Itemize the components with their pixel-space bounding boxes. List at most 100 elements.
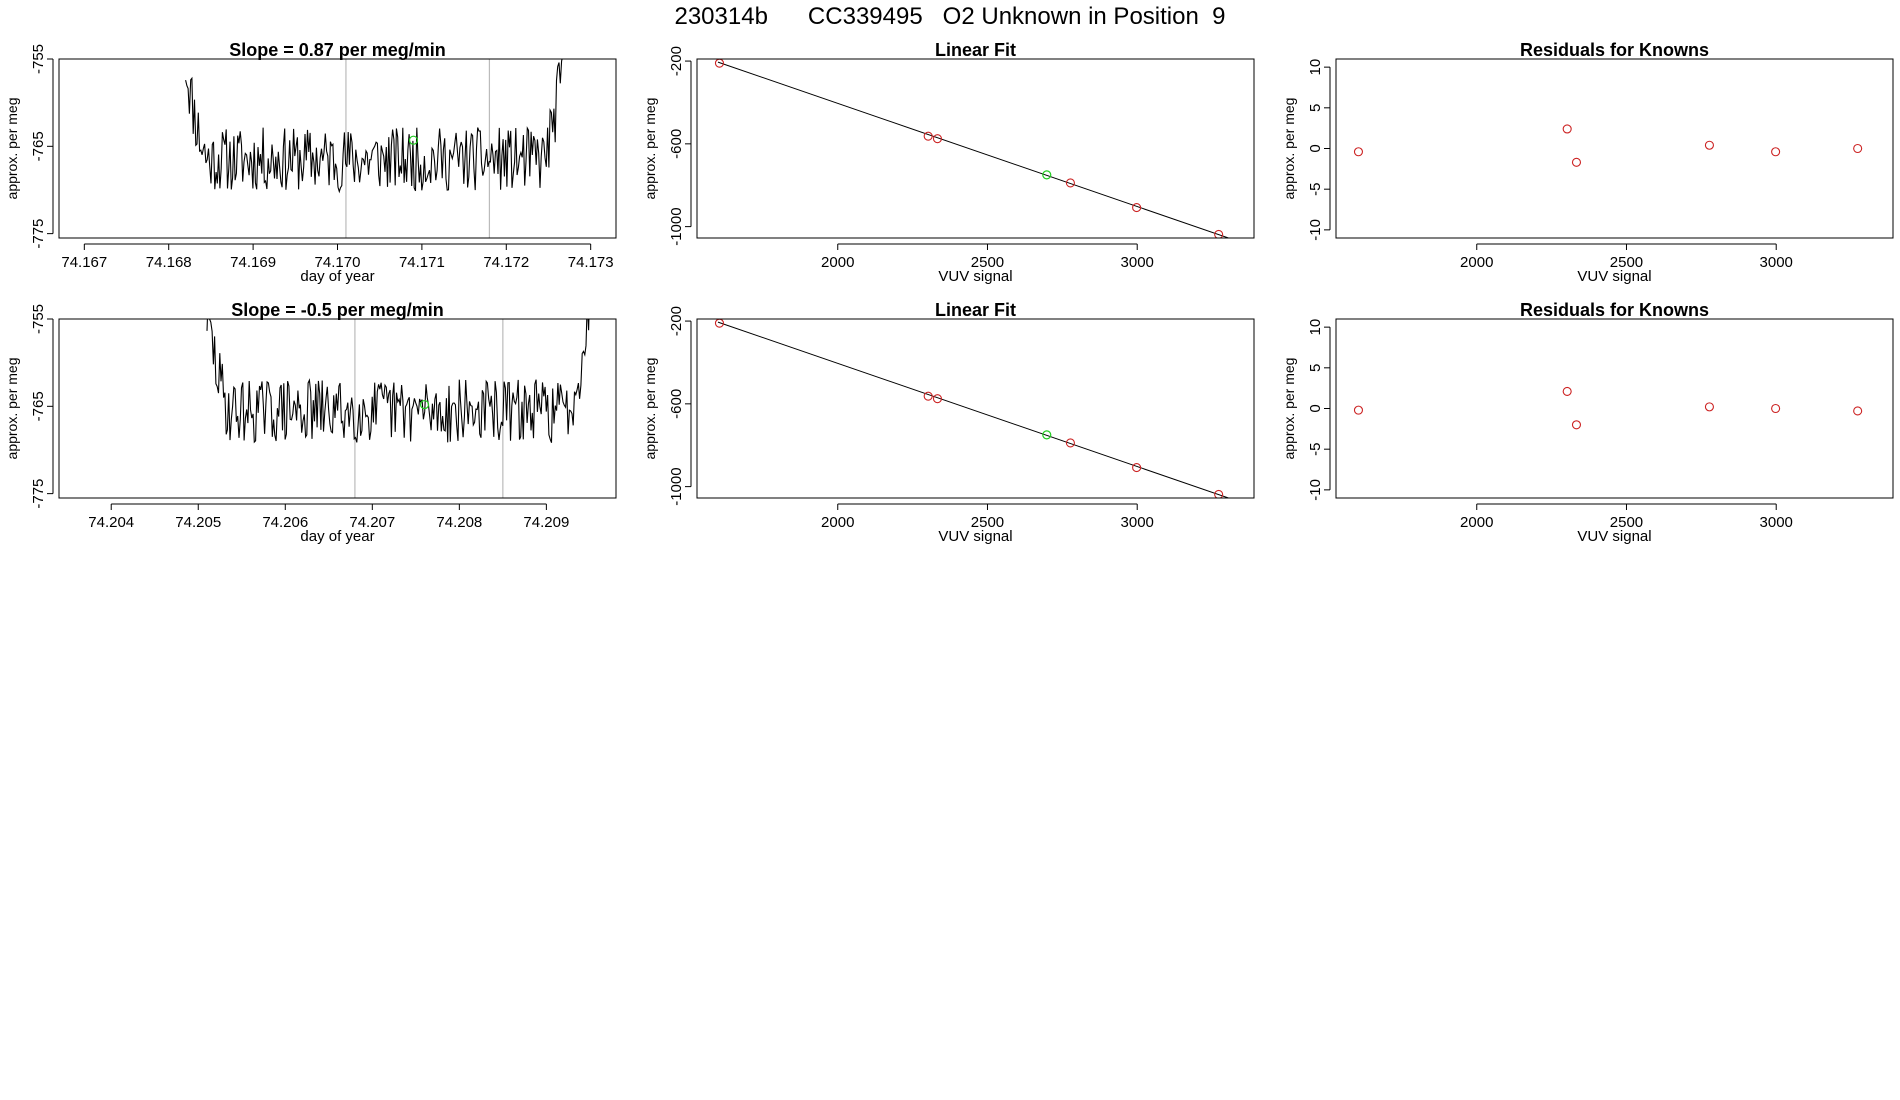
plot-frame: [696, 318, 1255, 499]
y-tick-label: -10: [1307, 219, 1324, 241]
plot-resid-1: Residuals for Knowns 2000 2500 3000 VUV sign…: [1281, 40, 1894, 285]
known-point: [1704, 140, 1714, 150]
known-point: [1853, 143, 1863, 154]
known-point: [1214, 489, 1224, 498]
plot-resid-2: Residuals for Knowns 2000 2500 3000 VUV sign…: [1281, 300, 1894, 545]
plot-frame: [1335, 318, 1894, 499]
plot-area: [714, 319, 1231, 498]
known-point: [1571, 420, 1582, 430]
x-tick-label: 74.172: [483, 254, 529, 271]
x-tick-label: 74.170: [315, 254, 361, 271]
plot-frame: [696, 58, 1255, 239]
plot-trace-1: Slope = 0.87 per meg/min 74.167 74.168 74.1…: [4, 40, 617, 285]
plot-frame: [58, 318, 617, 499]
plot-fit-1: Linear Fit 2000 2500 3000 VUV signal -200 -600…: [642, 40, 1255, 285]
x-tick-label: 74.209: [523, 514, 569, 531]
fit-line: [717, 321, 1231, 498]
x-axis-label: day of year: [300, 528, 374, 545]
fit-line: [717, 61, 1231, 238]
x-tick-label: 3000: [1760, 514, 1793, 531]
page-title: 230314b CC339495 O2 Unknown in Position …: [674, 3, 1226, 30]
x-tick-label: 2500: [971, 254, 1004, 271]
y-tick-label: -1000: [668, 467, 685, 505]
unknown-mean-marker: [419, 399, 430, 410]
x-tick-label: 3000: [1121, 254, 1154, 271]
plot-area: [714, 59, 1231, 238]
x-axis-label: VUV signal: [1577, 528, 1651, 545]
plot-fit-2: Linear Fit 2000 2500 3000 VUV signal -200 -600…: [642, 300, 1255, 545]
chart-title: Linear Fit: [935, 300, 1016, 320]
x-tick-label: 74.208: [436, 514, 482, 531]
y-tick-label: 0: [1307, 404, 1324, 412]
x-axis-label: VUV signal: [938, 268, 1012, 285]
plot-frame: [58, 58, 617, 239]
x-tick-label: 2500: [971, 514, 1004, 531]
y-tick-label: -775: [30, 219, 47, 249]
chart-title: Residuals for Knowns: [1520, 300, 1709, 320]
known-point: [1562, 386, 1572, 396]
known-point: [1132, 463, 1142, 473]
x-tick-label: 2500: [1610, 514, 1643, 531]
x-axis-label: VUV signal: [1577, 268, 1651, 285]
unknown-point: [1042, 430, 1052, 440]
y-tick-label: -755: [30, 304, 47, 334]
x-tick-label: 74.169: [230, 254, 276, 271]
known-point: [1853, 406, 1863, 416]
y-tick-label: 0: [1307, 144, 1324, 152]
y-axis-label: approx. per meg: [1281, 358, 1297, 460]
x-tick-label: 2000: [821, 514, 854, 531]
y-tick-label: -200: [668, 46, 685, 76]
x-tick-label: 74.204: [88, 514, 134, 531]
known-point: [1065, 438, 1075, 448]
x-tick-label: 2000: [821, 254, 854, 271]
y-tick-label: 10: [1307, 59, 1324, 76]
y-tick-label: -600: [668, 129, 685, 159]
y-tick-label: -775: [30, 479, 47, 509]
y-tick-label: -10: [1307, 479, 1324, 501]
known-point: [923, 391, 933, 401]
x-tick-label: 74.206: [262, 514, 308, 531]
x-tick-label: 2000: [1460, 254, 1493, 271]
y-axis-label: approx. per meg: [642, 358, 658, 460]
x-axis-label: VUV signal: [938, 528, 1012, 545]
known-point: [923, 131, 933, 141]
x-tick-label: 3000: [1121, 514, 1154, 531]
known-point: [1571, 157, 1582, 167]
y-tick-label: -765: [30, 131, 47, 161]
known-point: [1771, 403, 1781, 414]
unknown-mean-marker: [408, 135, 419, 145]
x-tick-label: 74.168: [146, 254, 192, 271]
y-tick-label: 5: [1307, 104, 1324, 112]
y-tick-label: -5: [1307, 183, 1324, 196]
trace-line: [185, 59, 563, 194]
y-tick-label: -1000: [668, 207, 685, 245]
x-tick-label: 3000: [1760, 254, 1793, 271]
known-point: [1214, 229, 1224, 238]
known-point: [1704, 402, 1714, 412]
known-point: [1562, 124, 1572, 134]
x-tick-label: 74.167: [61, 254, 107, 271]
plot-area: [185, 59, 563, 238]
known-point: [1353, 147, 1364, 157]
unknown-point: [1042, 170, 1052, 180]
known-point: [1132, 203, 1142, 213]
y-tick-label: -755: [30, 44, 47, 74]
x-tick-label: 74.205: [175, 514, 221, 531]
plot-area: [206, 319, 590, 498]
x-tick-label: 74.207: [349, 514, 395, 531]
y-axis-label: approx. per meg: [1281, 98, 1297, 200]
chart-title: Residuals for Knowns: [1520, 40, 1709, 60]
plot-frame: [1335, 58, 1894, 239]
y-axis-label: approx. per meg: [4, 98, 20, 200]
y-axis-label: approx. per meg: [642, 98, 658, 200]
y-tick-label: -600: [668, 389, 685, 419]
x-axis-label: day of year: [300, 268, 374, 285]
plot-area: [1353, 386, 1863, 430]
trace-line: [206, 319, 590, 444]
x-tick-label: 74.171: [399, 254, 445, 271]
known-point: [1353, 405, 1364, 415]
y-axis-label: approx. per meg: [4, 358, 20, 460]
x-tick-label: 2000: [1460, 514, 1493, 531]
known-point: [932, 394, 943, 404]
